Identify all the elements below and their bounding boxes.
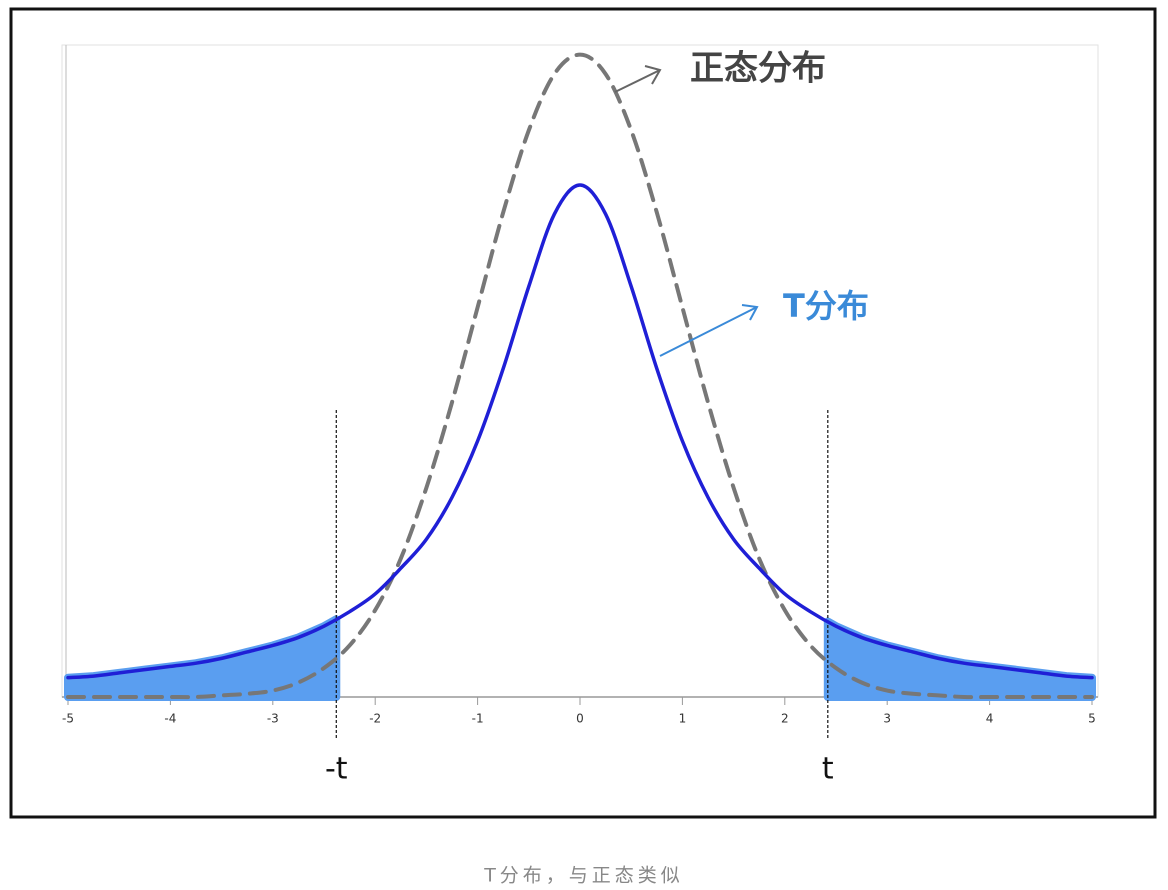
x-tick-label: 2 bbox=[781, 712, 789, 726]
arrow bbox=[614, 65, 662, 93]
x-tick-label: 1 bbox=[679, 712, 687, 726]
curve-label: 正态分布 bbox=[690, 49, 826, 89]
frame bbox=[9, 7, 1157, 819]
curve bbox=[66, 52, 1094, 700]
x-tick-label: -2 bbox=[369, 712, 381, 726]
x-tick-label: 4 bbox=[986, 712, 994, 726]
x-tick-label: -5 bbox=[62, 712, 74, 726]
x-tick-label: 5 bbox=[1088, 712, 1096, 726]
caption: T分布，与正态类似 bbox=[483, 865, 684, 887]
curve bbox=[66, 183, 1094, 680]
critical-label: -t bbox=[325, 752, 348, 787]
x-tick-label: 3 bbox=[883, 712, 891, 726]
plot-area: -5 -4 -3 -2 -1 0 1 2 3 4 5 -t t bbox=[62, 45, 1098, 787]
x-tick-label: -4 bbox=[164, 712, 176, 726]
curve-label: T分布 bbox=[783, 287, 869, 325]
x-tick-label: -1 bbox=[472, 712, 484, 726]
x-tick-label: -3 bbox=[267, 712, 279, 726]
arrow bbox=[659, 304, 759, 357]
critical-label: t bbox=[822, 752, 834, 787]
x-tick-label: 0 bbox=[576, 712, 584, 726]
